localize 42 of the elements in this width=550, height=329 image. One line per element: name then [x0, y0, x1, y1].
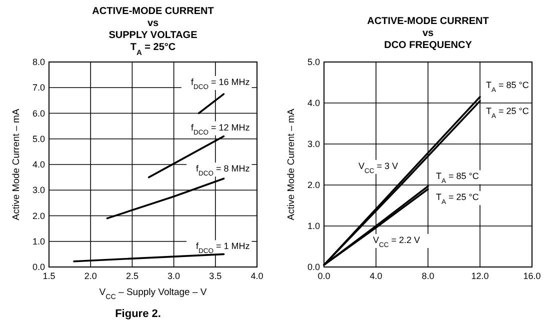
y-tick-label: 5.0 — [32, 134, 45, 144]
annotation: V$_{CC}$ = 2.2 V — [373, 235, 420, 248]
x-tick-label: 0.0 — [318, 271, 330, 281]
y-tick-label: 2.0 — [32, 210, 45, 221]
chart-title: ACTIVE-MODE CURRENT vs DCO FREQUENCY — [367, 16, 489, 51]
annotation: f$_{DCO}$ = 8 MHz — [196, 164, 250, 178]
y-axis-title: Active Mode Current – mA — [286, 108, 297, 220]
x-tick-label: 4.0 — [250, 271, 264, 281]
annotation: f$_{DCO}$ = 1 MHz — [196, 241, 250, 255]
y-axis-title: Active Mode Current – mA — [11, 108, 22, 220]
annotation: T$_{A}$ = 25 °C — [436, 192, 480, 206]
annotation: V$_{CC}$ = 3 V — [358, 160, 398, 174]
x-tick-label: 12.0 — [471, 271, 489, 281]
y-tick-label: 1.0 — [32, 236, 45, 246]
x-tick-label: 2.5 — [126, 271, 138, 281]
x-tick-label: 1.5 — [42, 271, 56, 281]
y-tick-label: 6.0 — [32, 108, 45, 118]
chart-title: ACTIVE-MODE CURRENT vs SUPPLY VOLTAGE T$_{A}$ = 25°C — [92, 6, 214, 56]
annotation: T$_{A}$ = 25 °C — [486, 106, 530, 120]
y-tick-label: 4.0 — [32, 160, 45, 170]
y-tick-label: 8.0 — [32, 57, 45, 67]
annotation: f$_{DCO}$ = 12 MHz — [190, 122, 250, 136]
x-tick-label: 4.0 — [370, 271, 382, 281]
x-tick-label: 3.0 — [168, 271, 180, 281]
annotation: T$_{A}$ = 85 °C — [486, 80, 530, 94]
x-tick-label: 16.0 — [523, 271, 541, 281]
y-tick-label: 3.0 — [307, 139, 320, 149]
y-tick-label: 1.0 — [307, 221, 320, 231]
y-tick-label: 2.0 — [307, 180, 320, 190]
x-axis-title: V$_{CC}$ – Supply Voltage – V — [99, 287, 208, 301]
y-tick-label: 0.0 — [32, 262, 45, 272]
y-tick-label: 3.0 — [32, 185, 45, 196]
annotation: f$_{DCO}$ = 16 MHz — [190, 77, 250, 91]
x-tick-label: 8.0 — [422, 271, 434, 281]
y-tick-label: 4.0 — [307, 98, 320, 108]
y-tick-label: 7.0 — [32, 82, 45, 93]
y-tick-label: 5.0 — [307, 57, 320, 67]
caption: Figure 2. — [115, 308, 161, 320]
x-tick-label: 2.0 — [84, 271, 97, 281]
x-tick-label: 3.5 — [209, 271, 222, 281]
annotation: T$_{A}$ = 85 °C — [436, 171, 480, 185]
y-tick-label: 0.0 — [307, 262, 320, 272]
